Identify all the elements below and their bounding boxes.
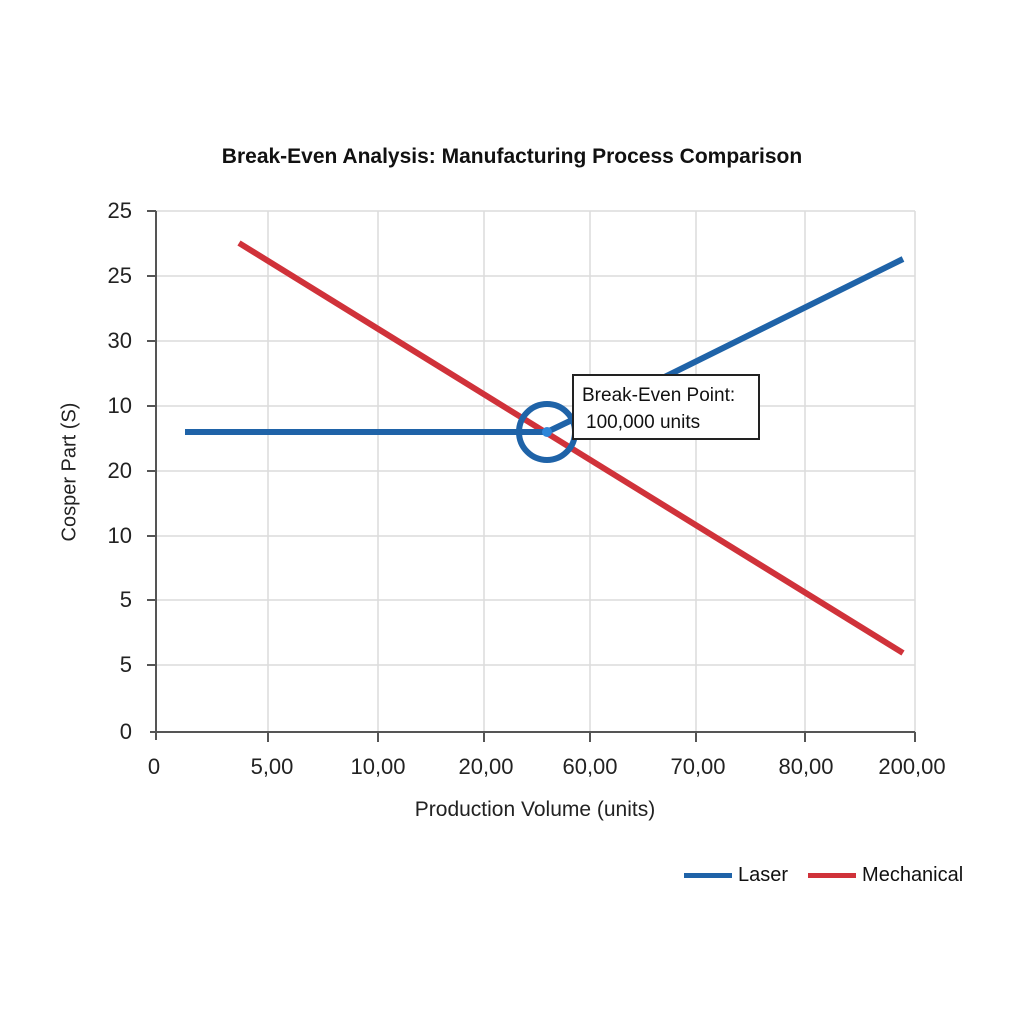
y-tick-label: 25 bbox=[107, 198, 132, 223]
gridlines bbox=[156, 210, 916, 732]
x-tick-label: 10,00 bbox=[350, 754, 406, 779]
y-tick-label: 5 bbox=[119, 587, 132, 612]
x-tick-label: 200,00 bbox=[878, 754, 946, 779]
x-tick-label: 70,00 bbox=[670, 754, 726, 779]
y-tick-label: 20 bbox=[107, 458, 132, 483]
legend-label: Laser bbox=[738, 864, 789, 886]
legend-swatch-mechanical bbox=[808, 873, 857, 878]
legend-item-laser[interactable]: Laser bbox=[684, 864, 788, 887]
x-tick-label: 0 bbox=[147, 754, 161, 779]
legend-item-mechanical[interactable]: Mechanical bbox=[808, 864, 963, 887]
x-axis-label: Production Volume (units) bbox=[414, 798, 656, 821]
x-tick-label: 5,00 bbox=[250, 754, 294, 779]
y-axis-label: Cosper Part (S) bbox=[58, 402, 81, 542]
legend-swatch-laser bbox=[684, 873, 732, 878]
legend-label: Mechanical bbox=[862, 864, 964, 886]
y-tick-label: 10 bbox=[107, 393, 132, 418]
axes bbox=[147, 210, 916, 742]
y-tick-label: 25 bbox=[107, 263, 132, 288]
annotation-line-2: 100,000 units bbox=[586, 412, 701, 433]
x-tick-label: 80,00 bbox=[778, 754, 834, 779]
break-even-dot bbox=[542, 427, 552, 437]
x-tick-label: 60,00 bbox=[562, 754, 618, 779]
y-tick-label: 30 bbox=[107, 328, 132, 353]
x-tick-label: 20,00 bbox=[458, 754, 514, 779]
y-tick-label: 5 bbox=[119, 652, 132, 677]
chart-title: Break-Even Analysis: Manufacturing Proce… bbox=[221, 145, 803, 168]
break-even-annotation: Break-Even Point: 100,000 units bbox=[572, 374, 760, 440]
legend: Laser Mechanical bbox=[684, 864, 983, 887]
y-tick-label: 10 bbox=[107, 523, 132, 548]
annotation-line-1: Break-Even Point: bbox=[582, 385, 736, 406]
y-tick-label: 0 bbox=[119, 719, 132, 744]
